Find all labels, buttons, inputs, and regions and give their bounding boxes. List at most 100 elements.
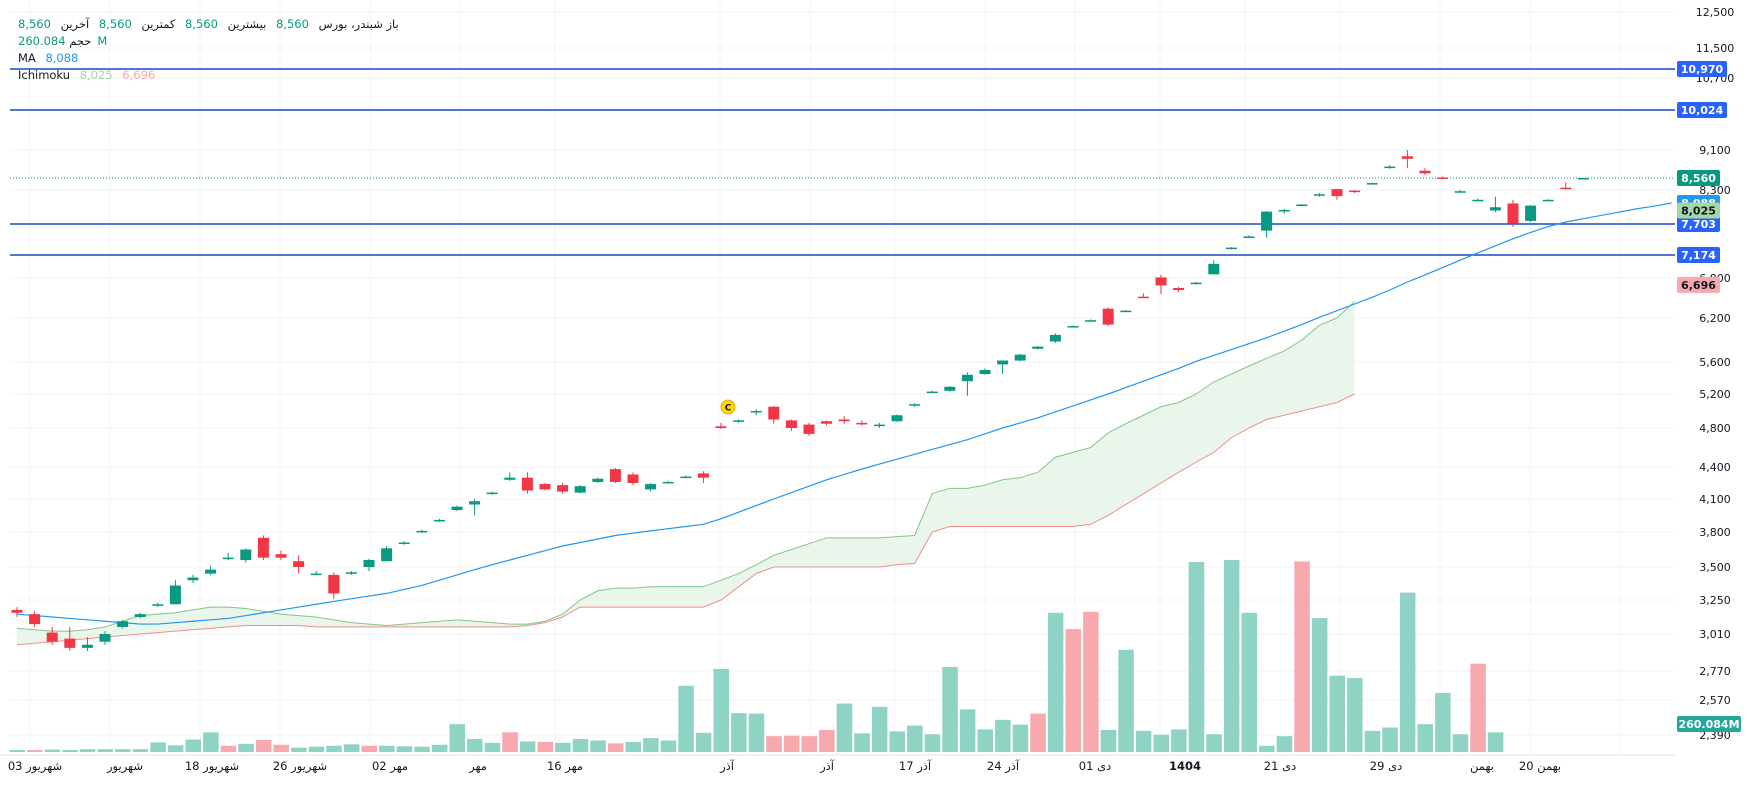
volume-bar	[467, 739, 483, 752]
level-badge: 10,024	[1677, 102, 1727, 118]
candle-body	[1331, 189, 1343, 197]
candle-body	[345, 572, 357, 574]
legend-volume-row[interactable]: حجم 260.084M	[18, 33, 405, 50]
price-axis-tick: 4,800	[1699, 422, 1731, 435]
candle	[1278, 208, 1290, 214]
volume-bar	[1153, 734, 1169, 752]
candle-body	[1525, 205, 1537, 221]
candle	[1137, 293, 1149, 299]
candle-body	[64, 638, 76, 648]
volume-bar	[79, 749, 96, 752]
candle-body	[205, 569, 217, 574]
time-axis-label: مهر	[468, 759, 487, 774]
candle-body	[891, 415, 903, 422]
candle	[1173, 286, 1185, 292]
candle-body	[926, 391, 938, 394]
volume-bar	[942, 667, 958, 752]
candle-body	[1384, 166, 1396, 169]
volume-bar	[1030, 713, 1046, 752]
price-axis-tick: 3,250	[1699, 594, 1731, 607]
volume-bar	[27, 750, 43, 752]
candle	[1349, 190, 1361, 194]
candle	[1049, 333, 1061, 343]
volume-bar	[1083, 611, 1099, 752]
candle	[821, 420, 833, 426]
legend-ma-row[interactable]: MA 8,088	[18, 50, 405, 67]
volume-bar	[1100, 729, 1117, 752]
legend-ichimoku-row[interactable]: Ichimoku 8,025 6,696	[18, 67, 405, 84]
candle-body	[1472, 199, 1484, 202]
candle-body	[1208, 263, 1220, 275]
volume-bar	[1294, 561, 1310, 752]
candle	[750, 409, 762, 416]
legend-volume-label: حجم	[69, 34, 92, 48]
volume-bar	[379, 745, 395, 752]
candle	[398, 541, 410, 545]
candle-body	[521, 477, 533, 491]
candle	[891, 414, 903, 423]
candle	[1366, 182, 1378, 185]
volume-bar	[1171, 729, 1187, 752]
ichimoku-span-b-line	[16, 393, 1355, 646]
time-axis-label: 1404	[1169, 759, 1201, 773]
legend-ichimoku-b-value: 6,696	[122, 68, 156, 82]
candle	[345, 570, 357, 575]
candle-body	[381, 548, 393, 562]
volume-bar	[1435, 692, 1451, 752]
volume-bar	[273, 744, 289, 752]
price-badge-box	[1677, 216, 1720, 232]
event-marker: C	[720, 399, 736, 415]
candle	[926, 390, 938, 394]
candle	[856, 420, 868, 426]
candle-body	[398, 542, 410, 544]
candle	[1014, 353, 1026, 362]
level-badge: 10,970	[1677, 61, 1727, 77]
volume-bar	[854, 733, 870, 752]
volume-bar	[731, 713, 747, 752]
horizontal-levels	[10, 68, 1675, 256]
candle	[205, 565, 217, 575]
candle	[328, 572, 340, 599]
candle	[1401, 150, 1413, 169]
candle-body	[1243, 236, 1255, 238]
price-badge-box	[1677, 61, 1727, 77]
candle	[293, 555, 305, 574]
candle	[1454, 190, 1466, 193]
time-axis-label: 01 دی	[1079, 759, 1111, 773]
candle-body	[1120, 310, 1132, 313]
price-badge: 6,696	[1677, 276, 1720, 293]
candle-body	[29, 614, 41, 625]
legend-close-label: آخرین	[60, 17, 90, 31]
price-badge-label: 7,174	[1681, 249, 1716, 262]
volume-bar	[1382, 727, 1398, 752]
volume-bar	[1188, 561, 1205, 752]
candle	[680, 475, 692, 479]
price-axis: 12,50011,50010,7009,1008,3006,8006,2005,…	[1675, 0, 1757, 790]
volume-bar	[150, 742, 166, 752]
candle	[662, 480, 674, 484]
moving-average-line	[16, 202, 1672, 625]
legend-ma-value: 8,088	[45, 51, 79, 65]
candle-body	[117, 621, 129, 627]
time-axis-label: بهمن	[1470, 759, 1494, 774]
price-badge: 260.084M	[1677, 716, 1741, 732]
volume-bar	[1135, 730, 1152, 752]
volume-bar	[167, 745, 184, 752]
legend-title: باز شبندر، بورس	[318, 17, 399, 31]
price-axis-tick: 12,500	[1696, 6, 1735, 19]
price-badge-label: 260.084M	[1678, 718, 1739, 731]
level-badge: 7,703	[1677, 216, 1720, 232]
volume-bar	[484, 742, 501, 752]
candle-body	[733, 420, 745, 422]
candle	[1261, 211, 1273, 238]
candle	[504, 472, 516, 481]
volume-bar	[1241, 612, 1257, 752]
volume-bar	[1347, 678, 1363, 752]
candle-body	[1577, 178, 1589, 180]
candle-body	[169, 585, 181, 605]
volume-bar	[871, 706, 888, 752]
event-marker-label: C	[725, 404, 732, 414]
candle	[187, 574, 199, 583]
